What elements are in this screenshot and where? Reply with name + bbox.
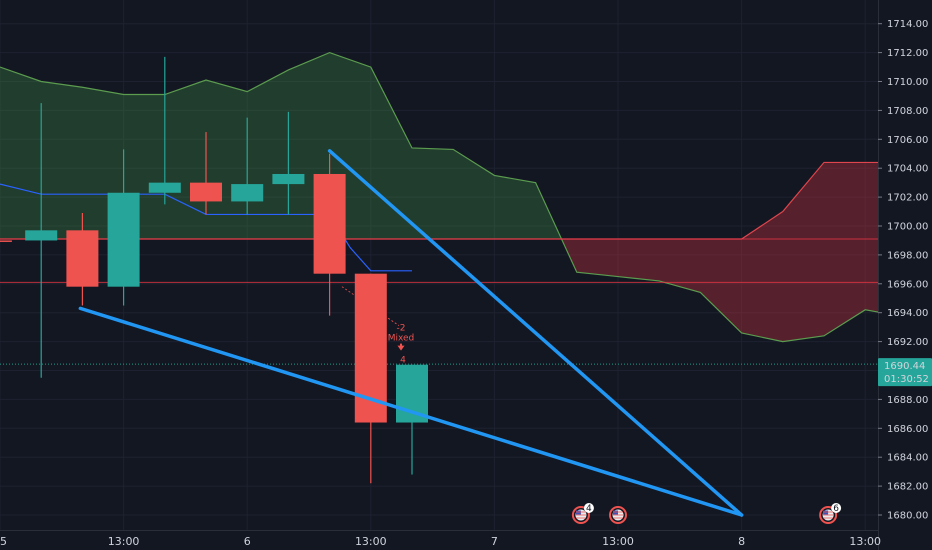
candle-body <box>107 192 140 287</box>
candle-bearish <box>0 240 12 242</box>
signal-count: 4 <box>400 356 406 366</box>
event-badge <box>831 503 842 513</box>
trendline[interactable] <box>78 306 744 517</box>
candle-bearish <box>66 212 99 306</box>
signal-connector <box>341 286 400 326</box>
y-tick-label: 1692.00 <box>887 337 928 348</box>
event-badge-count: 6 <box>833 504 839 514</box>
cloud-bullish-area <box>0 52 562 240</box>
candle-body <box>313 173 346 274</box>
flag-canton <box>575 510 581 515</box>
price-label-value: 1690.44 <box>884 361 925 372</box>
flag-canton <box>823 510 829 515</box>
x-tick-label: 5 <box>0 535 7 548</box>
y-tick-label: 1680.00 <box>887 511 928 522</box>
trendline[interactable] <box>327 149 744 517</box>
cloud-bearish-area <box>561 162 882 342</box>
x-axis[interactable]: 5 13:00 6 13:00 7 13:00 8 13:00 <box>0 530 881 550</box>
trendlines[interactable] <box>78 149 744 517</box>
price-label-box <box>878 358 932 387</box>
candle-body <box>272 173 305 185</box>
price-label-countdown: 01:30:52 <box>884 374 929 385</box>
x-tick-label: 8 <box>738 535 745 548</box>
candle-body <box>231 184 264 202</box>
y-tick-label: 1702.00 <box>887 193 928 204</box>
candle-bullish <box>272 111 305 215</box>
y-tick-label: 1688.00 <box>887 395 928 406</box>
y-axis[interactable]: 1680.00 1682.00 1684.00 1686.00 1688.00 1690.… <box>878 0 932 550</box>
candle-body <box>190 182 222 202</box>
y-tick-label: 1696.00 <box>887 279 928 290</box>
y-tick-label: 1712.00 <box>887 48 928 59</box>
y-tick-label: 1714.00 <box>887 19 928 30</box>
candle-bullish <box>148 56 181 205</box>
candle-body <box>0 240 12 242</box>
y-tick-label: 1694.00 <box>887 308 928 319</box>
event-badge <box>583 503 594 513</box>
y-tick-label: 1684.00 <box>887 453 928 464</box>
candle-bullish <box>25 103 58 378</box>
x-tick-label: 6 <box>244 535 251 548</box>
ichimoku-cloud <box>0 51 882 343</box>
signal-label: Mixed <box>388 334 415 344</box>
y-tick-label: 1708.00 <box>887 106 928 117</box>
x-tick-label: 13:00 <box>849 535 881 548</box>
signal-arrow-icon <box>397 345 405 351</box>
y-tick-label: 1710.00 <box>887 77 928 88</box>
us-flag-event-icon[interactable] <box>609 506 627 524</box>
y-tick-label: 1698.00 <box>887 250 928 261</box>
x-tick-label: 13:00 <box>108 535 140 548</box>
horizontal-lines <box>0 238 878 365</box>
event-badge-count: 4 <box>586 504 592 514</box>
y-tick-label: 1682.00 <box>887 482 928 493</box>
signal-value: -2 <box>397 324 406 334</box>
y-tick-label: 1686.00 <box>887 424 928 435</box>
x-tick-label: 7 <box>491 535 498 548</box>
x-tick-label: 13:00 <box>602 535 634 548</box>
y-axis-background <box>878 0 932 550</box>
candle-bullish <box>231 117 264 215</box>
candle-body <box>25 230 58 241</box>
us-flag-event-icon[interactable]: 4 <box>571 503 594 524</box>
flag-canton <box>613 510 618 515</box>
x-tick-label: 13:00 <box>355 535 387 548</box>
candle-bearish <box>313 153 346 316</box>
x-axis-background <box>0 530 878 550</box>
candle-body <box>148 182 181 193</box>
y-tick-label: 1700.00 <box>887 222 928 233</box>
last-price-label: 1690.44 01:30:52 <box>878 358 932 387</box>
candle-bullish <box>107 149 140 306</box>
y-tick-label: 1706.00 <box>887 135 928 146</box>
candle-body <box>66 230 99 287</box>
span-a-line <box>0 51 882 343</box>
candle-bearish <box>190 132 222 215</box>
us-flag-event-icon[interactable]: 6 <box>819 503 842 524</box>
y-tick-label: 1704.00 <box>887 164 928 175</box>
